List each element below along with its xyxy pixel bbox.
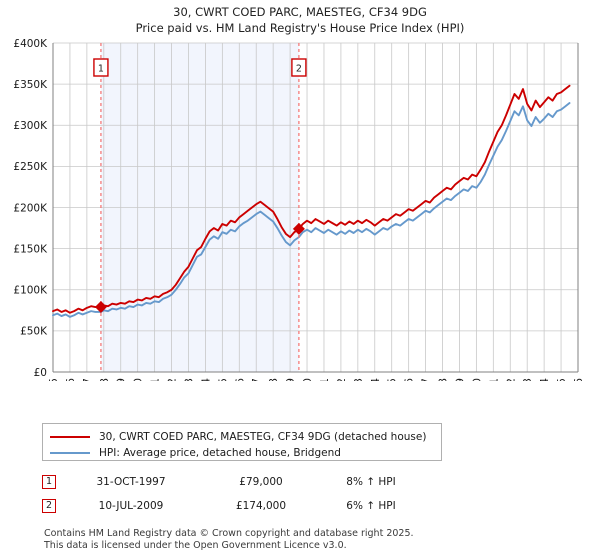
x-tick-label: 1996 [65, 378, 77, 381]
x-tick-label: 2004 [200, 378, 212, 381]
transaction-marker-number: 1 [98, 64, 104, 75]
transaction-index-1: 1 [42, 475, 56, 489]
transaction-hpi-2: 6% ↑ HPI [346, 500, 396, 512]
y-tick-label: £350K [13, 79, 48, 91]
x-tick-label: 2006 [234, 378, 246, 381]
legend-item-hpi: HPI: Average price, detached house, Brid… [50, 445, 434, 460]
x-tick-label: 2023 [522, 378, 534, 381]
series-line-price-paid [52, 84, 571, 314]
legend-swatch-hpi [50, 451, 90, 454]
y-tick-label: £300K [13, 120, 48, 132]
line-chart-svg: £0 £50K £100K £150K £200K £250K £300K £350K £400… [13, 38, 585, 381]
page-title: 30, CWRT COED PARC, MAESTEG, CF34 9DG Pr… [0, 4, 600, 36]
x-tick-label: 2009 [285, 378, 297, 381]
x-tick-label: 2008 [268, 378, 280, 381]
y-tick-label: £100K [13, 285, 48, 297]
x-tick-label: 1995 [48, 378, 60, 381]
x-tick-label: 2020 [471, 378, 483, 381]
transaction-point-diamond [292, 222, 305, 235]
table-row: 1 31-OCT-1997 £79,000 8% ↑ HPI [42, 470, 462, 494]
y-tick-label: £150K [13, 243, 48, 255]
transaction-marker-box [93, 58, 109, 77]
chart-legend: 30, CWRT COED PARC, MAESTEG, CF34 9DG (d… [42, 423, 442, 461]
x-tick-label: 1999 [116, 378, 128, 381]
x-tick-label: 2003 [183, 378, 195, 381]
chart-area: £0 £50K £100K £150K £200K £250K £300K £350K £400… [0, 36, 600, 381]
title-line-2: Price paid vs. HM Land Registry's House … [135, 21, 465, 35]
transactions-table: 1 31-OCT-1997 £79,000 8% ↑ HPI 2 10-JUL-… [42, 470, 462, 518]
x-tick-label: 2000 [133, 378, 145, 381]
x-tick-label: 2018 [438, 378, 450, 381]
x-tick-label: 2019 [454, 378, 466, 381]
x-tick-label: 2015 [387, 378, 399, 381]
transaction-point-diamond [94, 301, 107, 314]
x-tick-label: 2010 [302, 378, 314, 381]
transaction-price-1: £79,000 [239, 476, 283, 488]
legend-label-price-paid: 30, CWRT COED PARC, MAESTEG, CF34 9DG (d… [99, 430, 427, 443]
x-tick-label: 1997 [82, 378, 94, 381]
footer-attribution: Contains HM Land Registry data © Crown c… [44, 528, 584, 551]
series-line-hpi [52, 102, 571, 318]
transaction-index-2: 2 [42, 499, 56, 513]
x-tick-label: 2001 [150, 378, 162, 381]
x-tick-label: 2013 [353, 378, 365, 381]
x-tick-label: 2024 [539, 378, 551, 381]
x-tick-label: 2021 [488, 378, 500, 381]
x-tick-label: 2014 [370, 378, 382, 381]
x-tick-label: 1998 [99, 378, 111, 381]
transaction-price-2: £174,000 [235, 500, 287, 512]
transaction-hpi-1: 8% ↑ HPI [346, 476, 396, 488]
title-line-1: 30, CWRT COED PARC, MAESTEG, CF34 9DG [173, 5, 427, 19]
transaction-date-2: 10-JUL-2009 [98, 500, 164, 512]
x-tick-label: 2012 [336, 378, 348, 381]
x-tick-label: 2011 [319, 378, 331, 381]
y-tick-label: £200K [13, 202, 48, 214]
table-row: 2 10-JUL-2009 £174,000 6% ↑ HPI [42, 494, 462, 518]
x-tick-label: 2002 [167, 378, 179, 381]
y-tick-label: £250K [13, 161, 48, 173]
legend-swatch-price-paid [50, 435, 90, 438]
y-tick-label: £50K [20, 326, 48, 338]
x-tick-label: 2005 [217, 378, 229, 381]
x-tick-label: 2016 [404, 378, 416, 381]
footer-line-1: Contains HM Land Registry data © Crown c… [44, 528, 414, 539]
footer-line-2: This data is licensed under the Open Gov… [44, 539, 347, 551]
legend-item-price-paid: 30, CWRT COED PARC, MAESTEG, CF34 9DG (d… [50, 429, 434, 444]
transaction-date-1: 31-OCT-1997 [96, 476, 166, 488]
x-tick-label: 2022 [505, 378, 517, 381]
x-tick-label: 2017 [421, 378, 433, 381]
transaction-marker-box [291, 58, 307, 77]
x-tick-label: 2007 [251, 378, 263, 381]
transaction-marker-number: 2 [296, 64, 302, 75]
x-tick-label: 2026 [573, 378, 585, 381]
y-tick-label: £400K [13, 38, 48, 50]
x-tick-label: 2025 [556, 378, 568, 381]
y-tick-label: £0 [34, 367, 47, 379]
legend-label-hpi: HPI: Average price, detached house, Brid… [99, 446, 341, 459]
